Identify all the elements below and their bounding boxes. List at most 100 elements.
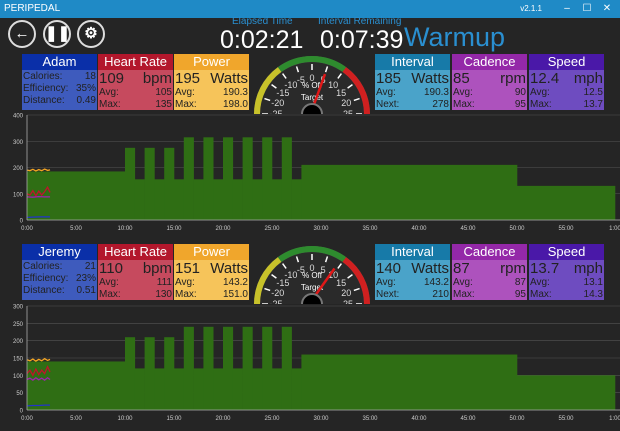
power-max-label: Max: (175, 99, 197, 110)
x-tick-label: 50:00 (509, 226, 525, 232)
interval-avg-value: 143.2 (423, 277, 449, 288)
x-tick-label: 45:00 (460, 416, 476, 422)
gauge-tick (295, 256, 300, 263)
rider-efficiency-label: Efficiency: (23, 273, 69, 284)
power-avg-label: Avg: (175, 87, 195, 98)
cadence-avg-label: Avg: (453, 87, 473, 98)
interval-panel: Interval 185 Watts Avg: 190.3 Next: 278 (375, 54, 450, 110)
workout-segment (144, 337, 155, 410)
speed-current-label: 12.4 (530, 70, 560, 87)
interval-next-value: 278 (432, 99, 449, 110)
gauge-tick-label: 15 (336, 278, 346, 288)
gauge-band (277, 246, 347, 262)
x-tick-label: 15:00 (166, 416, 182, 422)
interval-title: Interval (375, 54, 450, 70)
metric-line (26, 404, 51, 407)
power-current-value: Watts (210, 260, 248, 277)
gauge-tick (282, 263, 287, 269)
heart-rate-current-value: bpm (142, 260, 172, 277)
gauge-sublabel: Target (301, 93, 324, 102)
interval-remaining: 0:07:39 (320, 26, 404, 54)
metric-line (26, 357, 51, 362)
version-label: v2.1.1 (520, 4, 542, 13)
metric-line (26, 195, 51, 198)
interval-current-value: Watts (411, 260, 449, 277)
cadence-max-label: Max: (453, 289, 475, 300)
workout-segment (223, 326, 234, 410)
workout-segment (232, 368, 243, 410)
power-avg-value: 190.3 (222, 87, 248, 98)
workout-segment (134, 368, 145, 410)
interval-avg-value: 190.3 (423, 87, 449, 98)
workout-segment (301, 354, 518, 410)
gauge-hub (301, 103, 323, 114)
gauge-tick-label: 5 (321, 265, 326, 275)
rider-distance-value: 0.51 (76, 285, 96, 296)
metric-line (26, 216, 51, 219)
workout-segment (272, 179, 283, 220)
x-tick-label: 1:00 (609, 416, 620, 422)
rider-efficiency-value: 23% (75, 273, 96, 284)
cadence-panel: Cadence 85 rpm Avg: 90 Max: 95 (452, 54, 527, 110)
interval-next-value: 210 (432, 289, 449, 300)
gauge-tick (347, 84, 353, 89)
x-tick-label: 25:00 (264, 416, 280, 422)
settings-button[interactable]: ⚙ (77, 20, 105, 48)
power-max-label: Max: (175, 289, 197, 300)
workout-segment (301, 164, 518, 220)
interval-next-label: Next: (376, 289, 400, 300)
speed-title: Speed (529, 54, 604, 70)
gauge-tick (282, 73, 287, 79)
gauge-tick (295, 66, 300, 73)
workout-segment (174, 368, 185, 410)
rider-efficiency-value: 35% (75, 83, 96, 94)
maximize-icon[interactable]: ☐ (582, 3, 592, 14)
gauge-tick (324, 256, 329, 263)
gauge-tick (264, 97, 271, 102)
speed-max-label: Max: (530, 99, 552, 110)
x-tick-label: 15:00 (166, 226, 182, 232)
close-icon[interactable]: ✕ (602, 3, 612, 14)
cadence-title: Cadence (452, 54, 527, 70)
back-button[interactable]: ← (8, 20, 36, 48)
power-max-value: 198.0 (222, 99, 248, 110)
speed-panel: Speed 13.7 mph Avg: 13.1 Max: 14.3 (529, 244, 604, 300)
gauge-tick-label: -20 (271, 98, 284, 108)
arrow-left-icon: ← (14, 25, 30, 42)
x-tick-label: 50:00 (509, 416, 525, 422)
gauge-tick-label: 10 (328, 80, 338, 90)
speed-avg-value: 13.1 (583, 277, 603, 288)
heart-rate-max-value: 130 (155, 289, 172, 300)
workout-segment (144, 147, 155, 220)
interval-panel: Interval 140 Watts Avg: 143.2 Next: 210 (375, 244, 450, 300)
power-title: Power (174, 244, 249, 260)
cadence-max-value: 95 (514, 289, 526, 300)
workout-chart: 0 50 100 150 200 250 300 0:00 5:00 10:00 15:00 20:0… (13, 305, 620, 422)
x-tick-label: 5:00 (70, 416, 82, 422)
power-current-value: Watts (210, 70, 248, 87)
gauge-tick-label: -25 (269, 109, 282, 114)
rider-distance-value: 0.49 (76, 95, 96, 106)
gauge-tick (324, 66, 329, 73)
y-tick-label: 200 (13, 339, 24, 345)
x-tick-label: 5:00 (70, 226, 82, 232)
rider-calories-value: 21 (84, 261, 96, 272)
x-tick-label: 0:00 (21, 226, 33, 232)
workout-segment (154, 368, 165, 410)
y-tick-label: 100 (13, 374, 24, 380)
gauge-tick (264, 287, 271, 292)
minimize-icon[interactable]: – (564, 3, 570, 14)
y-tick-label: 50 (16, 391, 23, 397)
speed-current-value: mph (573, 70, 603, 87)
y-tick-label: 200 (13, 166, 24, 172)
gauge-band (277, 56, 347, 72)
workout-segment (154, 179, 165, 220)
power-title: Power (174, 54, 249, 70)
pause-button[interactable]: ❚❚ (43, 20, 71, 48)
cadence-current-value: rpm (500, 260, 526, 277)
heart-rate-current-label: 109 (99, 70, 125, 87)
y-tick-label: 0 (20, 219, 24, 225)
y-tick-label: 250 (13, 322, 24, 328)
speed-title: Speed (529, 244, 604, 260)
